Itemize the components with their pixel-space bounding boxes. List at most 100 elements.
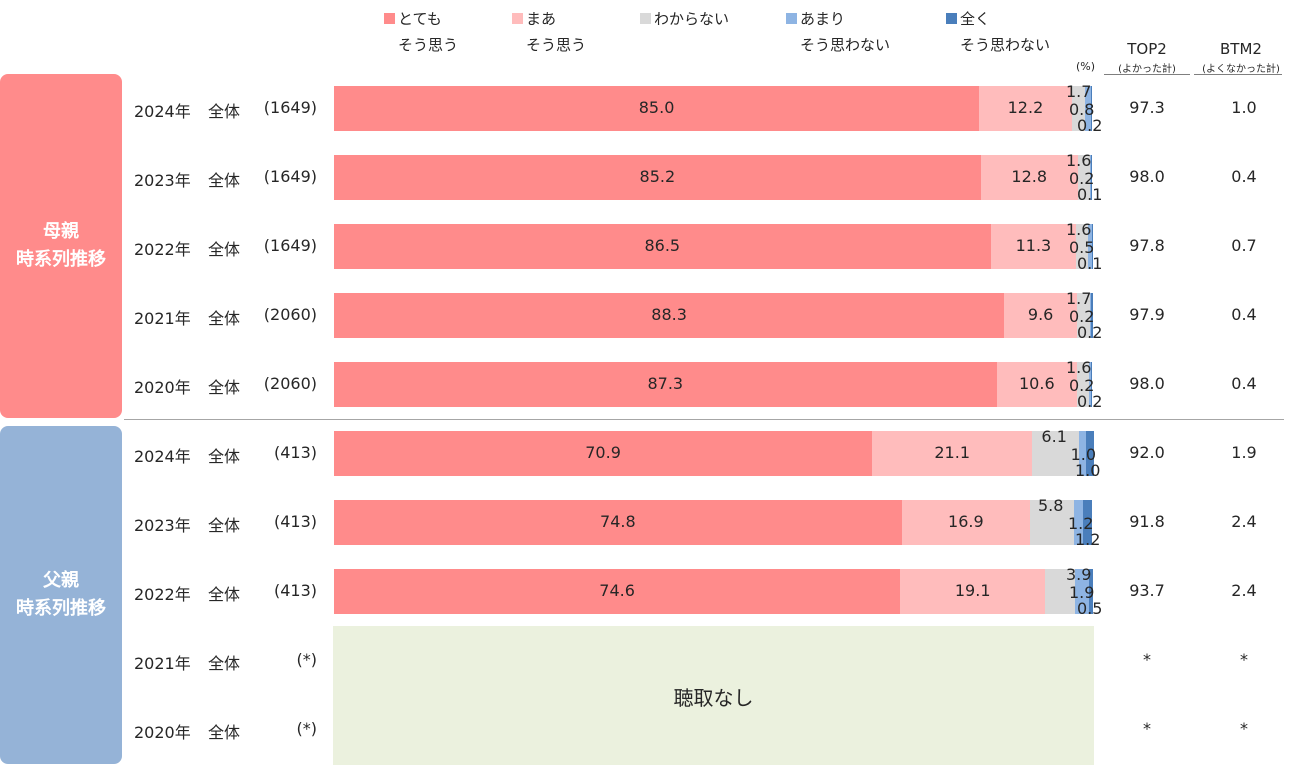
- bar-segment-not-much: [1074, 500, 1084, 545]
- bar-value-label: 1.0: [1070, 445, 1097, 464]
- bar-segment-very-agree: [334, 293, 1005, 338]
- btm2-value: *: [1240, 719, 1248, 738]
- bar-segment-somewhat-agree: [900, 569, 1046, 614]
- legend-swatch: [384, 13, 395, 24]
- bar-value-label: 0.1: [1077, 254, 1103, 273]
- bar-segment-somewhat-agree: [872, 431, 1033, 476]
- row-segment-label: 全体: [208, 585, 241, 604]
- bar-segment-dont-know: [1045, 569, 1075, 614]
- bar-segment-not-much: [1074, 569, 1090, 614]
- row-sample-size: (413): [273, 581, 317, 600]
- bar-segment-not-at-all: [1091, 155, 1093, 200]
- bar-segment-not-much: [1084, 86, 1091, 131]
- bar-segment-not-at-all: [1091, 293, 1093, 338]
- top2-value: 97.9: [1129, 305, 1165, 324]
- bar-value-label: 0.2: [1077, 116, 1103, 135]
- bar-value-label: 0.8: [1069, 100, 1095, 119]
- bar-segment-not-at-all: [1092, 224, 1093, 269]
- legend-label: わからない: [654, 10, 730, 28]
- legend-swatch: [640, 13, 651, 24]
- legend-swatch: [946, 13, 957, 24]
- bar-value-label: 21.1: [934, 443, 970, 462]
- row-year-label: 2024年: [134, 447, 191, 466]
- row-sample-size: (1649): [263, 167, 317, 186]
- bar-segment-very-agree: [334, 569, 901, 614]
- row-year-label: 2023年: [134, 171, 191, 190]
- bar-value-label: 3.9: [1066, 565, 1092, 584]
- top2-value: 93.7: [1129, 581, 1165, 600]
- bar-value-label: 1.7: [1066, 289, 1092, 308]
- legend-label: あまり: [800, 10, 846, 28]
- row-sample-size: (413): [273, 443, 317, 462]
- bar-segment-dont-know: [1076, 224, 1089, 269]
- row-sample-size: (1649): [263, 98, 317, 117]
- group-label-father: 父親 時系列推移: [0, 426, 122, 764]
- bar-value-label: 0.2: [1077, 392, 1103, 411]
- bar-value-label: 1.2: [1075, 530, 1101, 549]
- legend-label: 全く: [960, 10, 991, 28]
- bar-value-label: 6.1: [1041, 427, 1067, 446]
- bar-value-label: 1.6: [1066, 358, 1092, 377]
- row-segment-label: 全体: [208, 171, 241, 190]
- row-segment-label: 全体: [208, 516, 241, 535]
- bar-segment-dont-know: [1071, 86, 1085, 131]
- top2-value: 92.0: [1129, 443, 1165, 462]
- btm2-value: 0.4: [1231, 374, 1257, 393]
- legend-label-line2: そう思う: [526, 36, 587, 54]
- row-year-label: 2020年: [134, 378, 191, 397]
- bar-segment-not-at-all: [1090, 86, 1093, 131]
- bar-value-label: 9.6: [1027, 305, 1054, 324]
- legend-swatch: [786, 13, 797, 24]
- row-segment-label: 全体: [208, 309, 241, 328]
- bar-value-label: 74.8: [600, 512, 636, 531]
- bar-value-label: 86.5: [644, 236, 681, 255]
- bar-value-label: 1.9: [1069, 583, 1095, 602]
- bar-value-label: 16.9: [948, 512, 984, 531]
- row-sample-size: (*): [296, 650, 317, 669]
- bar-value-label: 1.6: [1066, 220, 1092, 239]
- top2-value: 91.8: [1129, 512, 1165, 531]
- group-divider: [124, 419, 1284, 420]
- bar-value-label: 0.2: [1069, 169, 1095, 188]
- top2-header-rule: [1104, 74, 1190, 75]
- top2-value: 98.0: [1129, 374, 1165, 393]
- top2-subheader: (よかった計): [1118, 64, 1176, 75]
- row-segment-label: 全体: [208, 654, 241, 673]
- bar-value-label: 0.5: [1077, 599, 1103, 618]
- bar-segment-very-agree: [334, 500, 902, 545]
- btm2-value: 1.9: [1231, 443, 1257, 462]
- no-data-panel: [333, 626, 1094, 765]
- bar-value-label: 70.9: [585, 443, 621, 462]
- row-sample-size: (1649): [263, 236, 317, 255]
- bar-segment-very-agree: [334, 362, 997, 407]
- bar-value-label: 0.5: [1069, 238, 1095, 257]
- btm2-header-rule: [1194, 74, 1282, 75]
- bar-segment-somewhat-agree: [901, 500, 1030, 545]
- btm2-value: 1.0: [1231, 98, 1257, 117]
- row-year-label: 2021年: [134, 654, 191, 673]
- bar-value-label: 11.3: [1015, 236, 1052, 255]
- legend-label: まあ: [526, 10, 557, 28]
- bar-value-label: 1.6: [1066, 151, 1092, 170]
- bar-segment-dont-know: [1032, 431, 1079, 476]
- row-year-label: 2022年: [134, 585, 191, 604]
- legend-swatch: [512, 13, 523, 24]
- bar-segment-not-at-all: [1086, 431, 1094, 476]
- btm2-value: *: [1240, 650, 1248, 669]
- bar-segment-not-at-all: [1090, 362, 1093, 407]
- bar-value-label: 5.8: [1038, 496, 1064, 515]
- row-sample-size: (2060): [263, 305, 317, 324]
- bar-segment-very-agree: [334, 86, 980, 131]
- row-year-label: 2023年: [134, 516, 191, 535]
- bar-segment-dont-know: [1077, 155, 1090, 200]
- bar-segment-very-agree: [334, 431, 873, 476]
- bar-value-label: 1.0: [1075, 461, 1101, 480]
- top2-value: *: [1143, 650, 1151, 669]
- top2-header: TOP2: [1127, 40, 1167, 58]
- btm2-subheader: (よくなかった計): [1202, 64, 1280, 75]
- btm2-value: 0.4: [1231, 167, 1257, 186]
- bar-segment-not-much: [1088, 224, 1093, 269]
- btm2-value: 0.7: [1231, 236, 1257, 255]
- bar-value-label: 0.2: [1069, 376, 1095, 395]
- bar-value-label: 85.0: [638, 98, 675, 117]
